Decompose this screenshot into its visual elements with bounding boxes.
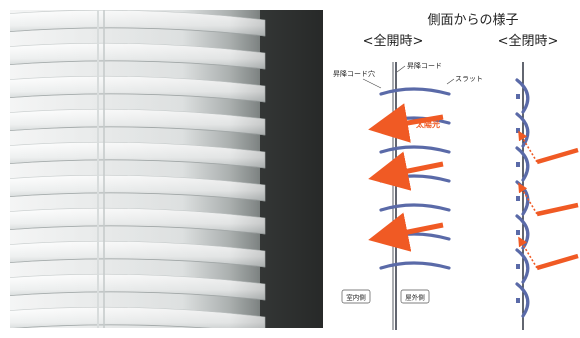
closed-slat-hole (516, 298, 520, 303)
open-slat (379, 87, 451, 96)
closed-slat (515, 282, 530, 318)
reflected-light-dots (518, 182, 538, 215)
closed-slat-hole (516, 196, 520, 201)
closed-slat-hole (516, 264, 520, 269)
indoor-label: 室内側 (346, 293, 366, 302)
closed-slat (515, 78, 530, 114)
closed-panel (515, 62, 579, 330)
closed-slats (515, 78, 530, 318)
sunlight-label: 太陽光 (415, 119, 440, 129)
reflected-light-dots (518, 236, 538, 269)
open-heading: <全開時> (363, 33, 424, 49)
sunlight-arrow (368, 212, 444, 252)
cord-hole-leader (362, 78, 382, 89)
closed-slat-hole (516, 94, 520, 99)
cord-leader (396, 65, 406, 73)
open-slat (379, 203, 451, 212)
outdoor-badge (400, 289, 430, 304)
open-slats (379, 87, 451, 270)
slat-label: スラット (455, 75, 483, 83)
closed-slat-hole (516, 128, 520, 133)
outdoor-label: 屋外側 (405, 293, 425, 302)
closed-heading: <全閉時> (498, 33, 559, 49)
closed-slat-hole (516, 162, 520, 167)
open-slat (379, 145, 451, 154)
cord-label: 昇降コード (407, 61, 442, 70)
indoor-badge (341, 289, 371, 304)
open-slat (379, 261, 451, 270)
closed-slat (515, 248, 530, 284)
diagram-title: 側面からの様子 (427, 13, 518, 28)
blocked-sunlight-arrow (536, 202, 579, 217)
cord-hole-label: 昇降コード穴 (333, 69, 375, 78)
side-view-diagram: 側面からの様子 <全開時> <全閉時> 昇降コード穴 昇降コード スラット 太陽… (333, 13, 579, 330)
blocked-sunlight-arrow (536, 147, 579, 165)
slat-leader (446, 78, 455, 85)
photo-shading (10, 10, 323, 328)
reflected-light-dots (518, 130, 538, 163)
sunlight-arrows-closed (518, 130, 579, 271)
sunlight-arrow (368, 151, 444, 191)
sunlight-arrows-open (368, 103, 444, 252)
sunlight-arrow (368, 103, 444, 143)
blocked-sunlight-arrow (536, 253, 579, 271)
closed-slat (515, 112, 530, 148)
open-panel: 昇降コード穴 昇降コード スラット 太陽光 室内側 屋外側 (333, 61, 483, 330)
closed-slat-hole (516, 230, 520, 235)
blinds-photo (10, 10, 323, 328)
closed-slat (515, 146, 530, 182)
